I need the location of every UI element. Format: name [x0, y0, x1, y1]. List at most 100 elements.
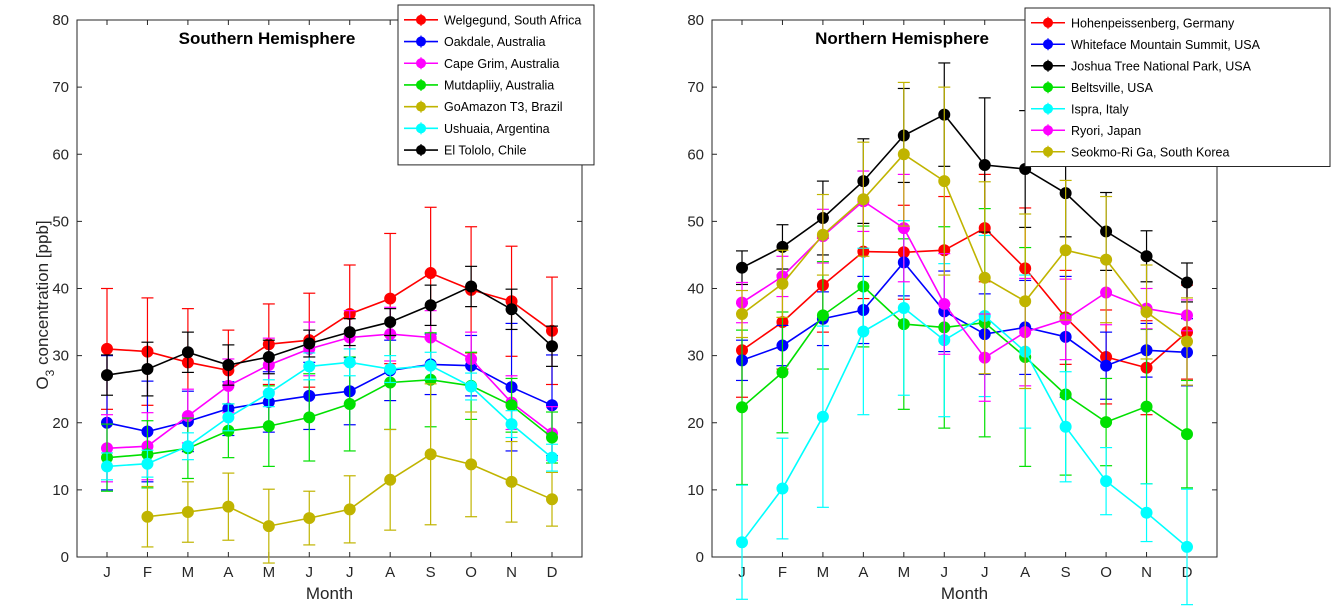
y-tick-label: 80: [687, 12, 704, 29]
data-point: [816, 309, 829, 322]
data-point: [343, 326, 356, 339]
data-point: [1019, 295, 1032, 308]
data-point: [303, 337, 316, 350]
legend-marker: [1043, 82, 1053, 93]
data-point: [546, 493, 558, 506]
legend: Welgegund, South Africa Oakdale, Australi…: [397, 4, 595, 166]
legend-marker: [416, 36, 426, 47]
chart-title: Southern Hemisphere: [179, 29, 356, 48]
legend-entry: Seokmo-Ri Ga, South Korea: [1071, 145, 1229, 159]
series-line: [741, 153, 1188, 343]
data-point: [505, 399, 518, 412]
x-tick-label: S: [426, 564, 436, 581]
data-point: [181, 440, 194, 453]
data-point: [1059, 420, 1072, 433]
data-point: [1181, 540, 1193, 553]
y-tick-label: 10: [687, 482, 704, 499]
data-point: [1140, 400, 1153, 413]
data-point: [897, 148, 910, 161]
series-line: [106, 285, 553, 376]
data-point: [465, 458, 478, 471]
data-point: [897, 301, 910, 314]
x-tick-label: J: [306, 564, 314, 581]
data-point: [1181, 428, 1193, 441]
series-line: [106, 272, 553, 372]
legend-marker: [416, 79, 426, 90]
y-axis-label-sub: 3: [43, 369, 57, 376]
x-tick-label: S: [1061, 564, 1071, 581]
legend-box: [1024, 7, 1331, 167]
data-point: [181, 506, 194, 519]
series-line: [106, 333, 553, 450]
data-point: [424, 299, 437, 312]
data-point: [978, 271, 991, 284]
y-tick-label: 50: [52, 213, 69, 230]
series-6: [736, 81, 1193, 390]
y-tick-label: 80: [52, 12, 69, 29]
data-point: [505, 475, 518, 488]
series-line: [741, 227, 1188, 369]
legend-entry: Beltsville, USA: [1071, 81, 1154, 95]
data-point: [141, 457, 154, 470]
x-axis-label: Month: [941, 584, 988, 603]
y-tick-label: 30: [687, 348, 704, 365]
legend-entry: Cape Grim, Australia: [444, 57, 559, 71]
data-point: [1140, 305, 1153, 318]
x-tick-label: N: [506, 564, 517, 581]
data-point: [465, 280, 478, 293]
x-tick-label: N: [1141, 564, 1152, 581]
data-point: [546, 340, 558, 353]
data-point: [546, 451, 558, 464]
legend-marker: [1043, 17, 1053, 28]
data-point: [343, 397, 356, 410]
data-point: [546, 431, 558, 444]
y-axis-label-rest: concentration [ppb]: [33, 220, 52, 369]
data-point: [303, 411, 316, 424]
x-tick-label: J: [103, 564, 111, 581]
series-line: [741, 261, 1188, 367]
x-tick-label: M: [817, 564, 830, 581]
x-tick-label: A: [223, 564, 233, 581]
x-tick-label: J: [941, 564, 949, 581]
data-point: [1100, 416, 1113, 429]
series-line: [741, 307, 1188, 548]
legend-entry: Whiteface Mountain Summit, USA: [1071, 38, 1261, 52]
data-point: [736, 536, 748, 549]
data-point: [816, 228, 829, 241]
legend-marker: [416, 145, 426, 156]
data-point: [1181, 276, 1193, 289]
legend-entry: Ushuaia, Argentina: [444, 122, 550, 136]
data-point: [1059, 244, 1072, 257]
legend-entry: Joshua Tree National Park, USA: [1071, 59, 1252, 73]
y-axis-label: O3 concentration [ppb]: [33, 220, 57, 389]
series-line: [741, 113, 1188, 284]
data-point: [424, 448, 437, 461]
legend-entry: Ryori, Japan: [1071, 124, 1141, 138]
legend-marker: [1043, 125, 1053, 136]
data-point: [776, 366, 789, 379]
data-point: [505, 303, 518, 316]
y-tick-label: 70: [687, 79, 704, 96]
data-point: [222, 500, 235, 513]
y-tick-label: 60: [687, 146, 704, 163]
data-point: [1100, 475, 1113, 488]
x-tick-label: A: [858, 564, 868, 581]
data-point: [303, 512, 316, 525]
legend-marker: [416, 123, 426, 134]
series-line: [106, 361, 553, 468]
legend-marker: [416, 14, 426, 25]
x-tick-label: D: [547, 564, 558, 581]
x-tick-label: F: [143, 564, 152, 581]
southern-hemisphere-panel: 0 10 20 30 40 50 60 70 80 J F M A M J J A S O N D Month Southe…: [52, 4, 595, 603]
data-point: [101, 460, 113, 473]
y-tick-label: 70: [52, 79, 69, 96]
data-point: [101, 369, 113, 382]
x-tick-label: J: [346, 564, 354, 581]
legend-entry: Mutdapliiy, Australia: [444, 78, 554, 92]
data-point: [303, 360, 316, 373]
series-5: [101, 348, 558, 481]
legend-marker: [416, 58, 426, 69]
data-point: [857, 325, 870, 338]
data-point: [1100, 359, 1113, 372]
